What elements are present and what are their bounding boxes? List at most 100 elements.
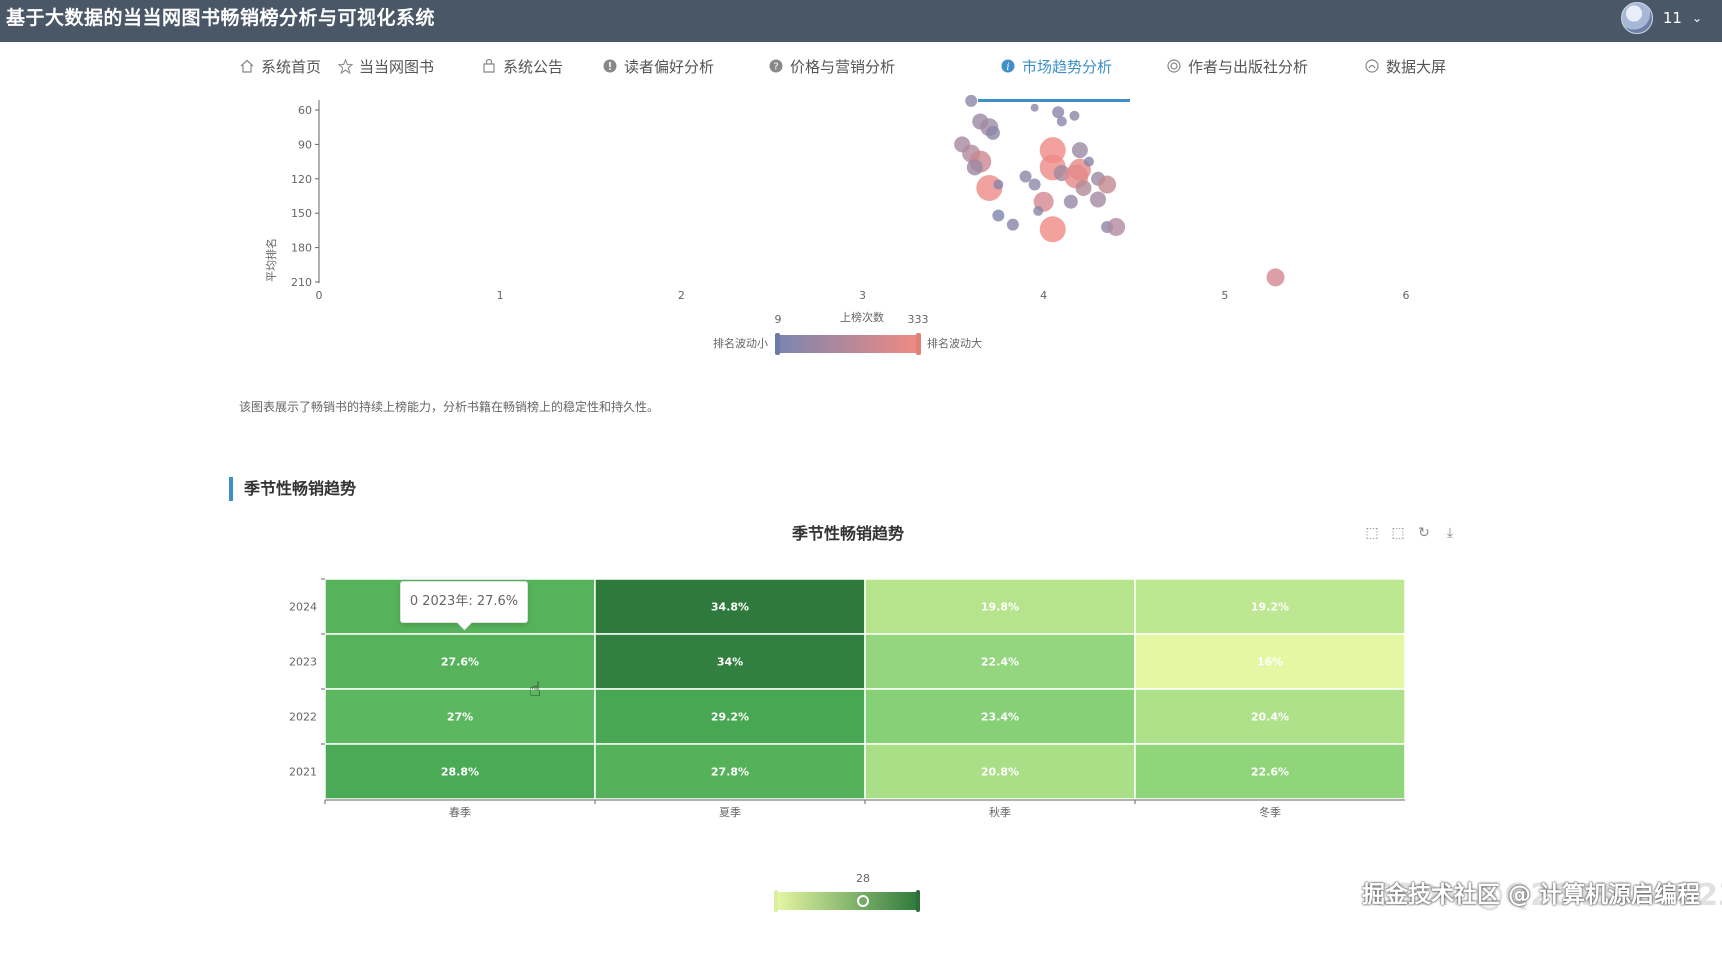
scatter-point[interactable] (1019, 170, 1032, 183)
x-tick-label: 2 (678, 289, 685, 302)
y-tick-label: 180 (291, 242, 312, 255)
scatter-point[interactable] (1039, 216, 1066, 243)
heatmap-cell-label: 27.6% (441, 656, 479, 669)
heatmap-cell[interactable] (864, 633, 1136, 690)
exclamation-icon (602, 58, 618, 74)
restore-icon[interactable]: ↻ (1418, 525, 1430, 541)
scatter-point[interactable] (1083, 156, 1094, 167)
y-tick-label: 60 (298, 104, 312, 117)
user-name[interactable]: 11 (1662, 9, 1682, 27)
heatmap-cell-label: 23.4% (981, 711, 1019, 724)
heatmap-cell-label: 20.8% (981, 766, 1019, 779)
scatter-chart: 平均排名 60 90 120 150 180 210 0 1 2 3 4 5 6 9 上榜次数 333… (264, 95, 1410, 355)
heatmap-cell[interactable] (1134, 688, 1406, 745)
scatter-point[interactable] (1098, 175, 1117, 194)
dashboard-icon (1364, 58, 1380, 74)
visualmap-bar (778, 335, 918, 353)
question-icon: ? (768, 58, 784, 74)
heatmap-y-label: 2022 (289, 711, 317, 724)
scatter-point[interactable] (966, 159, 983, 176)
chart-toolbox: ⬚ ⬚ ↻ ⤓ (1364, 525, 1458, 541)
top-bar: 基于大数据的当当网图书畅销榜分析与可视化系统 11 ⌄ (0, 0, 1722, 42)
heatmap-cell[interactable] (864, 688, 1136, 745)
tab-reader-preference[interactable]: 读者偏好分析 (602, 56, 714, 102)
y-axis-label: 平均排名 (264, 238, 278, 282)
pointer-cursor-icon: ☝ (529, 677, 542, 701)
visualmap-value: 28 (856, 872, 870, 885)
user-menu[interactable]: 11 ⌄ (1620, 2, 1702, 34)
heatmap-y-label: 2023 (289, 656, 317, 669)
heatmap-cell-label: 34.8% (711, 601, 749, 614)
download-icon[interactable]: ⤓ (1446, 525, 1454, 541)
heatmap-x-label: 春季 (449, 806, 471, 819)
tab-books[interactable]: 当当网图书 (337, 56, 434, 102)
svg-text:?: ? (773, 62, 778, 73)
y-tick-label: 120 (291, 173, 312, 186)
avatar[interactable] (1620, 2, 1653, 34)
scatter-point[interactable] (1056, 116, 1067, 127)
scatter-point[interactable] (992, 209, 1005, 222)
tab-label: 读者偏好分析 (624, 58, 715, 76)
heatmap-visualmap-indicator (857, 895, 869, 907)
scatter-point[interactable] (1006, 218, 1019, 231)
tab-label: 价格与营销分析 (790, 58, 896, 76)
scatter-point[interactable] (1052, 106, 1065, 119)
heatmap-cell-label: 29.2% (711, 711, 749, 724)
heatmap-cell[interactable] (594, 743, 866, 800)
visualmap-title: 上榜次数 (840, 310, 884, 324)
tab-announcements[interactable]: 系统公告 (481, 56, 563, 102)
x-tick-label: 3 (859, 289, 866, 302)
tab-price-marketing[interactable]: ? 价格与营销分析 (768, 56, 895, 102)
tab-label: 系统公告 (503, 58, 564, 76)
heatmap-cell[interactable] (594, 688, 866, 745)
heatmap-x-label: 冬季 (1259, 805, 1281, 819)
scatter-point[interactable] (1033, 205, 1044, 216)
scatter-point[interactable] (1266, 268, 1285, 287)
visualmap-high-label: 排名波动大 (927, 336, 982, 350)
x-tick-label: 0 (316, 289, 323, 302)
scatter-point[interactable] (1071, 142, 1088, 159)
heatmap-cell-label: 27% (447, 711, 473, 724)
heatmap-cell[interactable] (1134, 633, 1406, 690)
chevron-down-icon[interactable]: ⌄ (1691, 11, 1702, 25)
tab-label: 市场趋势分析 (1022, 58, 1113, 76)
app-title: 基于大数据的当当网图书畅销榜分析与可视化系统 (6, 7, 436, 29)
visualmap-low-label: 排名波动小 (713, 336, 768, 350)
heatmap-y-label: 2024 (289, 601, 317, 614)
scatter-point[interactable] (1075, 179, 1092, 196)
heatmap-visualmap-handle-low[interactable] (774, 890, 778, 912)
scatter-point[interactable] (1063, 194, 1078, 209)
visualmap-handle-low[interactable] (775, 333, 780, 355)
heatmap-cell[interactable] (594, 633, 866, 690)
tab-home[interactable]: 系统首页 (239, 56, 321, 102)
scatter-point[interactable] (1090, 191, 1107, 208)
heatmap-cell-label: 27.8% (711, 766, 749, 779)
heatmap-cell[interactable] (864, 578, 1136, 635)
heatmap-cell[interactable] (1134, 743, 1406, 800)
tab-author-publisher[interactable]: 作者与出版社分析 (1166, 56, 1308, 102)
scatter-point[interactable] (1030, 103, 1039, 112)
y-tick-label: 210 (291, 276, 312, 289)
zoom-reset-icon[interactable]: ⬚ (1391, 525, 1405, 541)
heatmap-title: 季节性畅销趋势 (791, 524, 904, 543)
heatmap-cell-label: 20.4% (1251, 711, 1289, 724)
tab-label: 作者与出版社分析 (1188, 58, 1309, 76)
heatmap-cell[interactable] (324, 688, 596, 745)
tab-data-screen[interactable]: 数据大屏 (1364, 56, 1446, 102)
heatmap-cell[interactable] (864, 743, 1136, 800)
scatter-point[interactable] (965, 95, 978, 107)
heatmap-visualmap-handle-high[interactable] (916, 890, 920, 912)
scatter-point[interactable] (1069, 110, 1080, 121)
y-tick-label: 90 (298, 138, 312, 151)
zoom-icon[interactable]: ⬚ (1365, 525, 1379, 541)
scatter-point[interactable] (993, 179, 1004, 190)
visualmap-handle-high[interactable] (916, 333, 921, 355)
scatter-point[interactable] (1028, 178, 1041, 191)
heatmap-cell-label: 19.2% (1251, 601, 1289, 614)
heatmap-x-label: 夏季 (719, 806, 741, 819)
scatter-point[interactable] (985, 125, 1000, 140)
tab-market-trend[interactable]: i 市场趋势分析 (977, 56, 1131, 102)
scatter-point[interactable] (1107, 217, 1126, 236)
tab-label: 系统首页 (261, 58, 322, 76)
heatmap-tooltip: 0 2023年: 27.6% (400, 581, 528, 623)
